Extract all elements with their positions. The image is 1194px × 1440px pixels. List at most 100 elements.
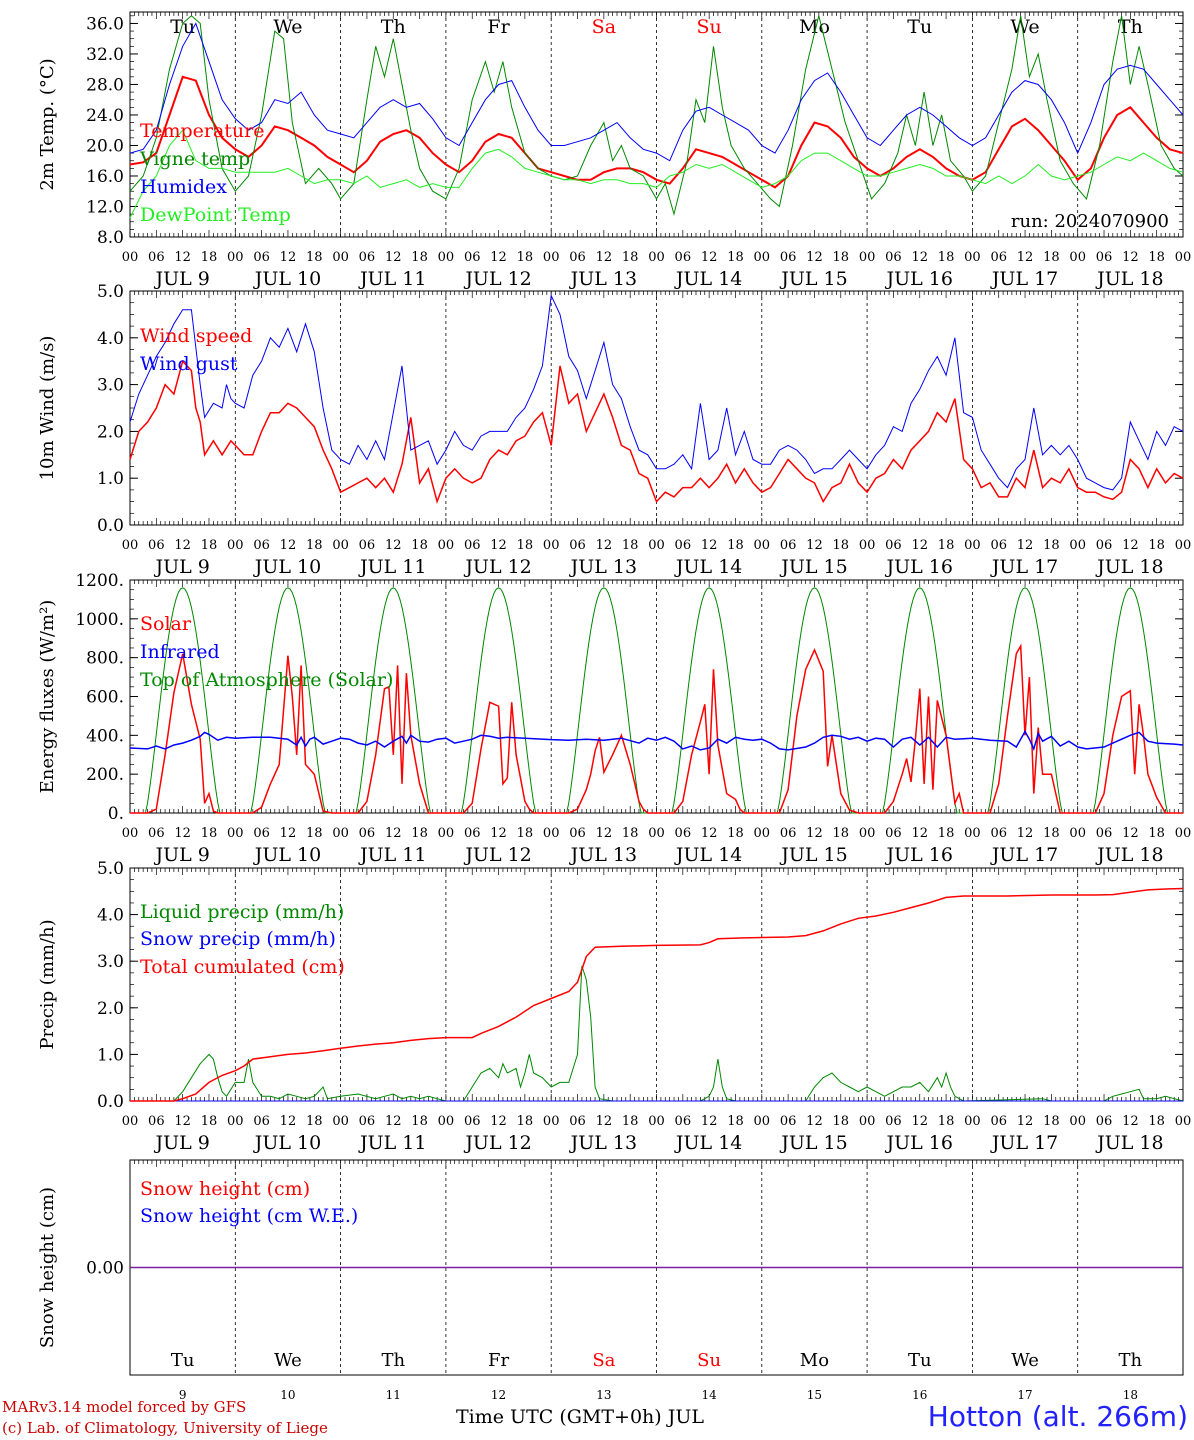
hour-label: 06 [1096,250,1113,265]
hour-label: 18 [1148,1114,1165,1129]
date-label: JUL 13 [569,268,637,290]
hour-label: 00 [1175,1114,1192,1129]
hour-label: 06 [148,538,165,553]
hour-label: 00 [227,1114,244,1129]
hour-label: 00 [543,250,560,265]
hour-label: 00 [859,250,876,265]
hour-label: 12 [1017,250,1034,265]
hour-label: 12 [385,1114,402,1129]
day-date: 11 [386,1388,401,1402]
hour-label: 06 [675,250,692,265]
hour-label: 18 [833,826,850,841]
legend-entry: Wind speed [140,325,252,347]
day-name: Tu [908,1350,932,1371]
y-tick-label: 0.00 [86,1259,124,1279]
hour-label: 12 [701,250,718,265]
legend-entry: Vigne temp [139,148,250,170]
credit-lab: (c) Lab. of Climatology, University of L… [2,1419,328,1437]
date-label: JUL 17 [990,1132,1058,1154]
hour-label: 06 [253,250,270,265]
y-tick-label: 2.0 [97,422,124,442]
y-axis-title: Energy fluxes (W/m²) [37,600,58,794]
hour-label: 00 [859,826,876,841]
hour-label: 12 [806,1114,823,1129]
hour-label: 00 [1069,250,1086,265]
date-label: JUL 11 [358,268,426,290]
hour-label: 18 [201,250,218,265]
hour-label: 18 [833,538,850,553]
hour-label: 18 [517,1114,534,1129]
hour-label: 12 [911,538,928,553]
hour-label: 12 [701,538,718,553]
date-label: JUL 11 [358,844,426,866]
hour-label: 18 [1148,538,1165,553]
hour-label: 18 [622,250,639,265]
y-tick-label: 2.0 [97,999,124,1019]
hour-label: 00 [543,538,560,553]
credit-model: MARv3.14 model forced by GFS [2,1398,247,1416]
hour-label: 00 [754,538,771,553]
legend-entry: Snow precip (mm/h) [140,928,336,950]
day-date: 10 [280,1388,295,1402]
hour-label: 18 [201,826,218,841]
hour-label: 12 [174,250,191,265]
hour-label: 00 [1175,826,1192,841]
hour-label: 18 [411,250,428,265]
hour-label: 00 [332,826,349,841]
hour-label: 12 [1122,826,1139,841]
panel-temp: 8.0 12.0 16.0 20.0 24.0 28.0 32.0 36.0 2m Temp. … [37,11,1191,290]
legend-entry: Total cumulated (cm) [140,956,345,978]
date-label: JUL 12 [463,556,531,578]
hour-label: 06 [148,1114,165,1129]
day-date: 16 [912,1388,927,1402]
hour-label: 12 [280,250,297,265]
hour-label: 18 [1148,250,1165,265]
hour-label: 12 [911,250,928,265]
y-tick-label: 600. [86,688,124,708]
hour-label: 18 [306,1114,323,1129]
hour-label: 18 [411,1114,428,1129]
date-label: JUL 13 [569,1132,637,1154]
hour-label: 12 [385,538,402,553]
day-date: 15 [807,1388,822,1402]
hour-label: 18 [517,826,534,841]
series-line-dewpoint-temp [129,129,1184,219]
hour-label: 06 [990,250,1007,265]
hour-label: 00 [648,1114,665,1129]
hour-label: 12 [701,826,718,841]
day-name: Tu [171,1350,195,1371]
hour-label: 06 [464,1114,481,1129]
hour-label: 00 [332,1114,349,1129]
hour-label: 12 [806,826,823,841]
series-line-humidex [129,22,1184,162]
day-name: Th [381,16,406,38]
hour-label: 06 [675,1114,692,1129]
hour-label: 06 [359,826,376,841]
y-axis-title: Precip (mm/h) [37,919,58,1049]
date-label: JUL 18 [1095,556,1163,578]
y-tick-label: 5.0 [97,859,124,879]
day-name: Su [697,16,722,38]
date-label: JUL 17 [990,556,1058,578]
run-label: run: 2024070900 [1011,211,1169,232]
y-axis-title: Snow height (cm) [37,1187,58,1348]
hour-label: 06 [569,538,586,553]
date-label: JUL 15 [779,268,847,290]
panel-energy: 0. 200. 400. 600. 800. 1000. 1200. Energy fluxe… [37,571,1191,866]
hour-label: 12 [490,1114,507,1129]
y-tick-label: 5.0 [97,282,124,302]
hour-label: 06 [569,826,586,841]
hour-label: 06 [885,538,902,553]
day-name: We [274,1350,302,1371]
day-name: We [273,16,302,38]
day-name: Su [697,1350,721,1371]
legend-entry: Infrared [140,641,220,663]
y-tick-label: 4.0 [97,329,124,349]
day-name: We [1010,16,1039,38]
hour-label: 12 [490,826,507,841]
hour-label: 18 [517,538,534,553]
date-label: JUL 9 [153,268,209,290]
date-label: JUL 15 [779,556,847,578]
hour-label: 06 [464,250,481,265]
